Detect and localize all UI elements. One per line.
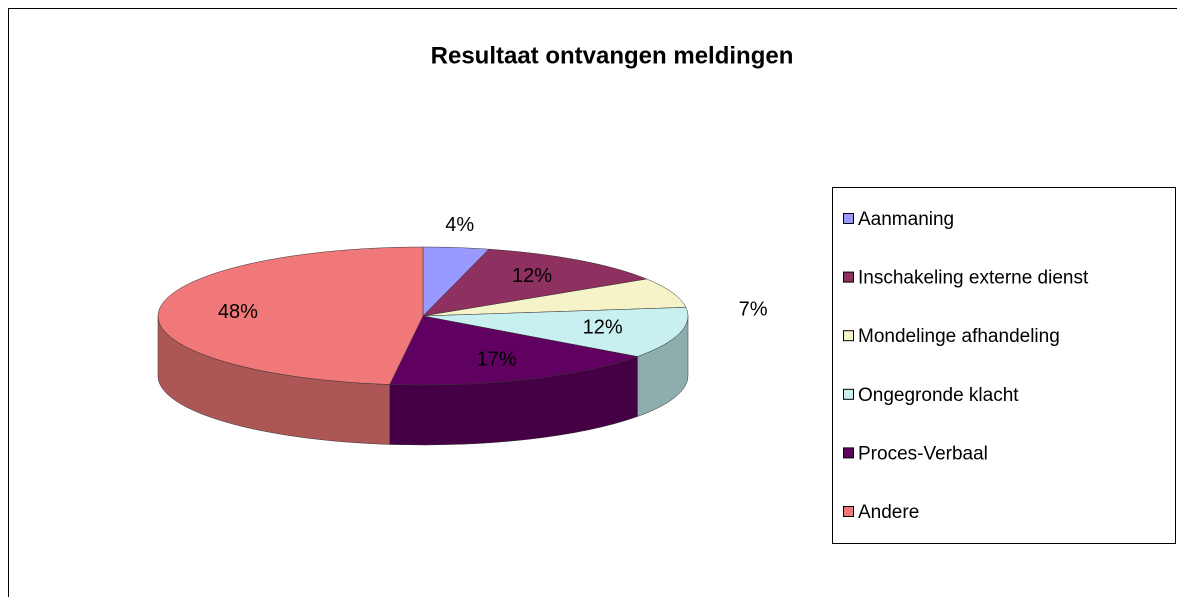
legend-swatch — [843, 388, 854, 400]
data-label: 12% — [512, 265, 552, 287]
slice — [157, 246, 424, 385]
slice — [422, 248, 648, 317]
chart-title: Resultaat ontvangen meldingen — [431, 42, 794, 69]
slice — [422, 307, 689, 357]
legend-label: Proces-Verbaal — [858, 443, 988, 464]
slice — [389, 315, 639, 386]
legend-label: Aanmaning — [858, 209, 954, 230]
legend-label: Inschakeling externe dienst — [858, 268, 1089, 289]
legend-swatch — [843, 447, 854, 459]
slice — [422, 278, 687, 317]
legend-label: Mondelinge afhandeling — [858, 326, 1060, 347]
legend-label: Andere — [858, 502, 919, 523]
legend-swatch — [843, 213, 854, 224]
data-label: 4% — [445, 214, 474, 236]
legend-swatch — [843, 330, 854, 342]
legend-swatch — [843, 506, 854, 517]
data-label: 17% — [477, 349, 517, 371]
legend-swatch — [843, 271, 854, 283]
data-label: 12% — [583, 316, 623, 338]
legend-label: Ongegronde klacht — [858, 385, 1019, 406]
data-label: 7% — [739, 298, 768, 320]
legend-box — [832, 187, 1176, 544]
data-label: 48% — [218, 301, 258, 323]
